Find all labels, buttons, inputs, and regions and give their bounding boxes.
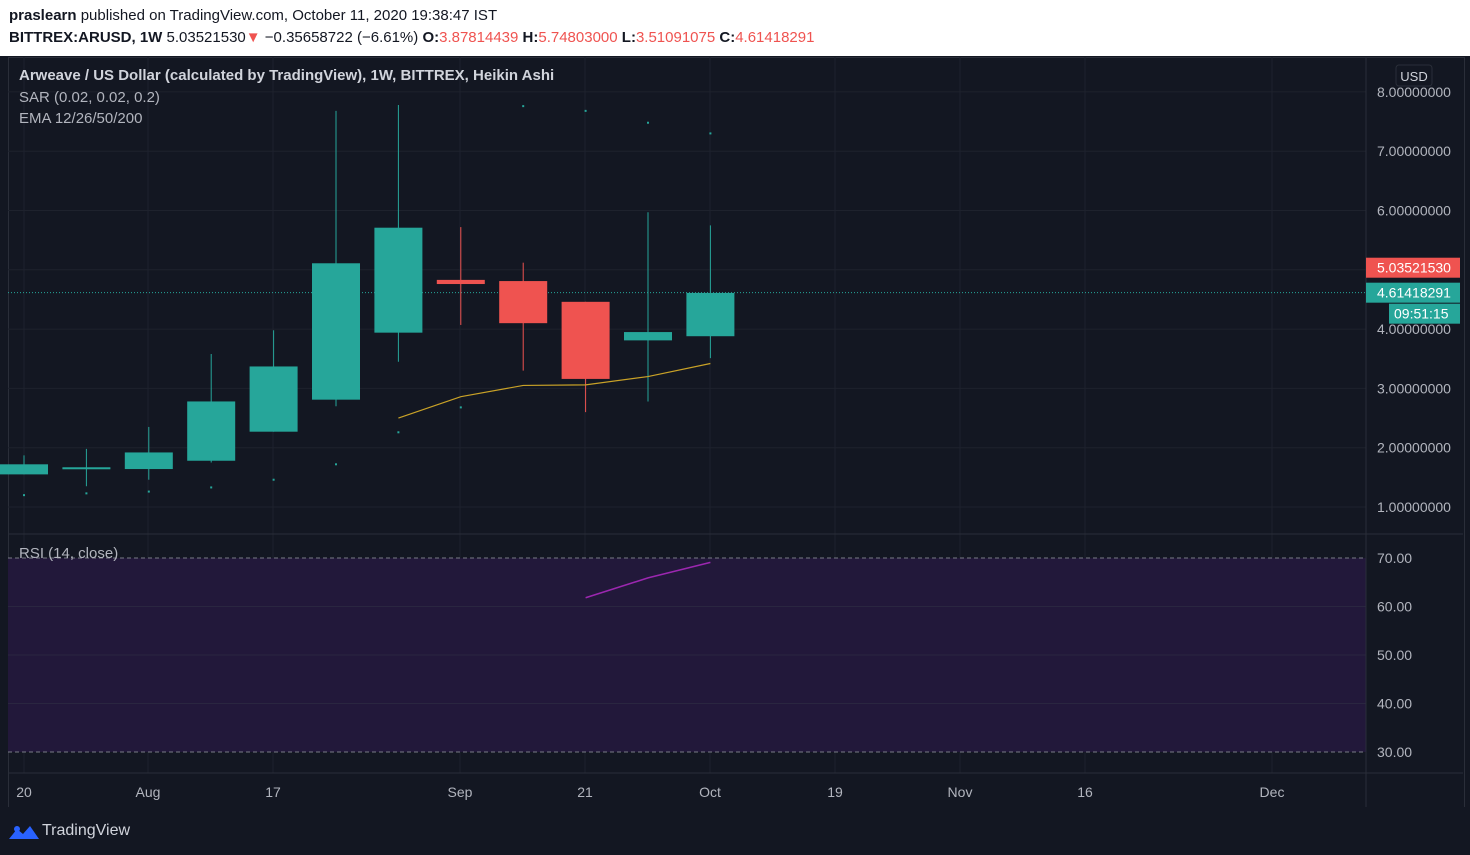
y-tick-label: 7.00000000 [1377, 143, 1451, 159]
x-tick-label: Nov [948, 784, 973, 800]
last-price-tag [1366, 257, 1460, 278]
tradingview-logo-icon[interactable] [8, 822, 40, 842]
sar-point [23, 494, 25, 497]
x-tick-label: Dec [1260, 784, 1285, 800]
sar-point [85, 492, 88, 495]
sar-points [23, 105, 712, 497]
candle-body [62, 467, 111, 470]
publish-info: praslearn published on TradingView.com, … [9, 7, 497, 24]
candle-body [686, 292, 735, 337]
rsi-legend[interactable]: RSI (14, close) [19, 545, 119, 562]
sar-point [647, 121, 649, 124]
countdown-tag [1389, 303, 1460, 324]
open-value: 3.87814439 [439, 29, 519, 46]
high-label: H: [522, 29, 539, 46]
rsi-pane [8, 557, 1366, 753]
countdown-text: 09:51:15 [1394, 306, 1449, 322]
price-tags: 5.03521530 4.61418291 09:51:15 [1366, 257, 1460, 324]
brand-name[interactable]: TradingView [42, 822, 131, 839]
candle-body [312, 263, 360, 400]
sar-point [272, 478, 275, 481]
currency-button [1395, 64, 1433, 87]
x-tick-label: Aug [136, 784, 161, 800]
rsi-tick-label: 50.00 [1377, 647, 1412, 663]
high-value: 5.74803000 [538, 29, 618, 46]
close-price-tag [1366, 282, 1460, 303]
low-value: 3.51091075 [635, 29, 716, 46]
x-tick-label: 21 [577, 784, 593, 800]
ema-legend[interactable]: EMA 12/26/50/200 [19, 110, 143, 127]
ema-line [398, 362, 711, 419]
axes: 20 Aug 17 Sep 21 Oct 19 Nov 16 Dec 1.00000000 2.000… [8, 57, 1463, 807]
sar-point [459, 406, 462, 409]
x-tick-label: Oct [699, 784, 721, 800]
x-tick-label: 16 [1077, 784, 1093, 800]
sar-point [584, 109, 587, 112]
y-tick-label: 3.00000000 [1377, 380, 1451, 396]
rsi-tick-label: 40.00 [1377, 696, 1412, 712]
y-tick-label: 1.00000000 [1377, 499, 1451, 515]
candle-body [0, 464, 48, 475]
low-label: L: [621, 29, 636, 46]
sar-point [709, 132, 712, 135]
candle-body [624, 332, 672, 341]
change-value: −0.35658722 (−6.61%) [264, 29, 419, 46]
symbol-info: BITTREX:ARUSD, 1W 5.03521530▼ −0.3565872… [9, 29, 814, 46]
sar-point [522, 105, 525, 108]
last-price-tag-text: 5.03521530 [1377, 260, 1451, 276]
rsi-tick-label: 60.00 [1377, 599, 1412, 615]
y-tick-label: 6.00000000 [1377, 203, 1451, 219]
sar-point [210, 486, 213, 489]
footer [0, 807, 1470, 855]
rsi-tick-label: 70.00 [1377, 550, 1412, 566]
x-tick-label: 17 [265, 784, 281, 800]
close-price-tag-text: 4.61418291 [1377, 285, 1451, 301]
candle-body [249, 366, 298, 432]
candle-body [374, 227, 423, 333]
candle-body [499, 281, 548, 324]
candle-body [124, 452, 173, 470]
rsi-line [585, 561, 711, 599]
candle-body [436, 279, 485, 285]
down-arrow-icon: ▼ [245, 29, 261, 46]
close-value: 4.61418291 [735, 29, 815, 46]
publish-header: praslearn published on TradingView.com, … [0, 0, 1470, 56]
y-tick-label: 8.00000000 [1377, 84, 1451, 100]
candle-body [561, 301, 610, 379]
close-label: C: [719, 29, 736, 46]
rsi-tick-label: 30.00 [1377, 744, 1412, 760]
publish-text: published on TradingView.com, October 11… [80, 7, 498, 24]
sar-point [397, 431, 400, 434]
currency-label: USD [1400, 69, 1427, 84]
y-tick-label: 2.00000000 [1377, 440, 1451, 456]
chart-title[interactable]: Arweave / US Dollar (calculated by Tradi… [19, 67, 555, 84]
x-tick-label: 20 [16, 784, 32, 800]
open-label: O: [422, 29, 440, 46]
y-tick-label: 4.00000000 [1377, 321, 1451, 337]
sar-legend[interactable]: SAR (0.02, 0.02, 0.2) [19, 89, 160, 106]
sar-point [335, 463, 337, 466]
ema-line [398, 362, 711, 419]
sar-point [147, 490, 150, 493]
symbol-name: BITTREX:ARUSD, 1W [9, 29, 163, 46]
x-tick-label: 19 [827, 784, 843, 800]
author-name[interactable]: praslearn [9, 7, 77, 24]
x-tick-label: Sep [448, 784, 473, 800]
last-value: 5.03521530 [166, 29, 246, 46]
candle-body [187, 401, 236, 461]
candles [0, 104, 1366, 487]
